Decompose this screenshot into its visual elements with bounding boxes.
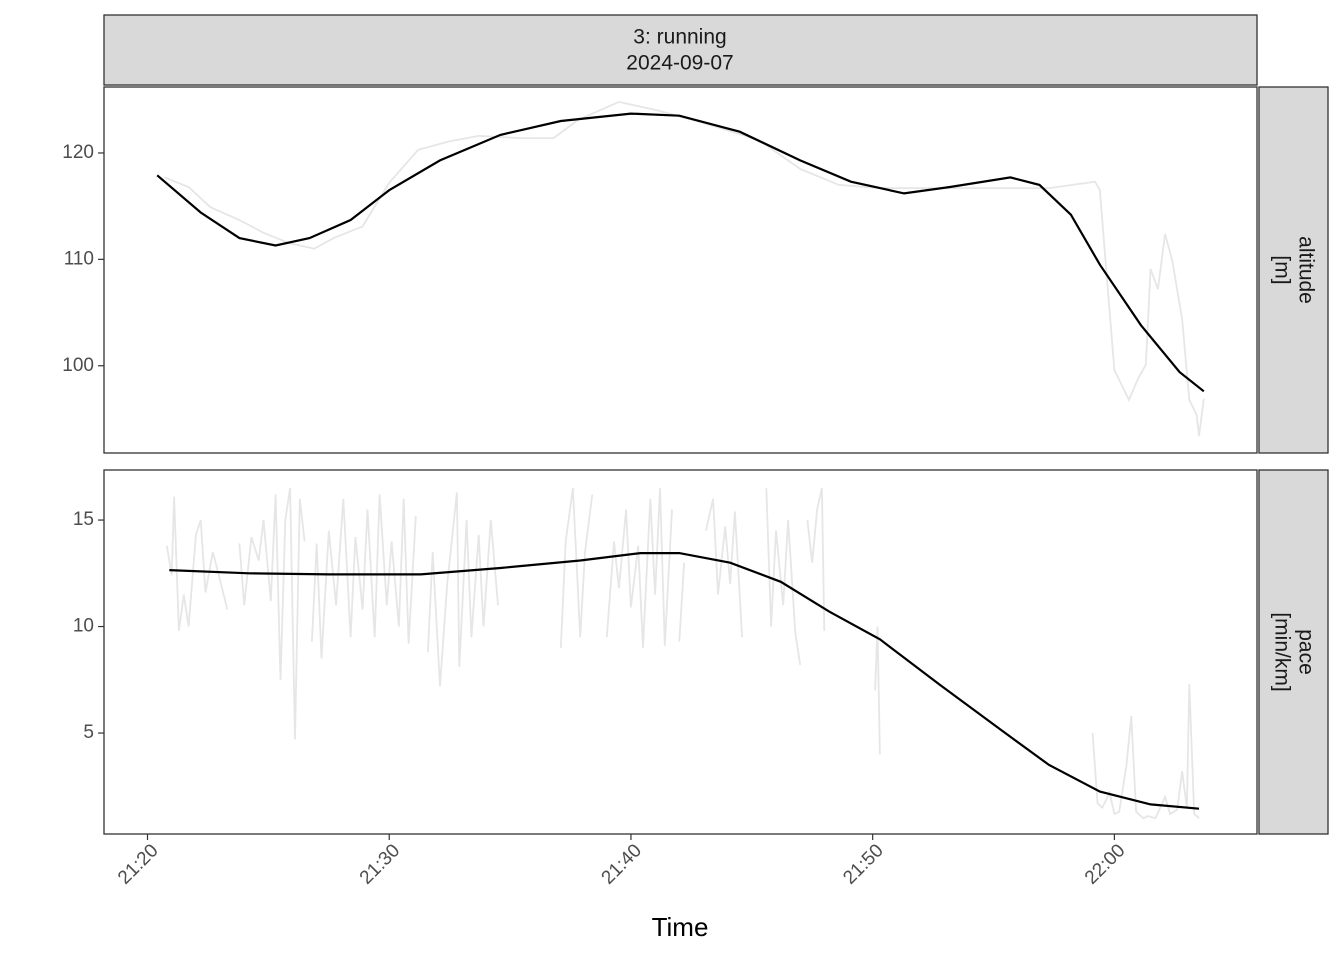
x-tick-label: 21:20 — [114, 840, 162, 888]
facet-strip — [1258, 86, 1329, 454]
panel-border — [103, 86, 1258, 454]
facet-label: altitude — [1294, 236, 1317, 304]
y-tick-label: 110 — [64, 248, 94, 269]
panel — [104, 87, 1257, 453]
facet-strip — [103, 14, 1258, 86]
facet-label: pace — [1294, 629, 1317, 675]
x-tick-label: 21:30 — [356, 840, 404, 888]
facet-title: 3: running — [633, 26, 726, 49]
x-tick-label: 21:40 — [598, 840, 646, 888]
y-tick-label: 120 — [62, 142, 94, 163]
x-tick-label: 22:00 — [1081, 840, 1129, 888]
panel-border — [103, 469, 1258, 835]
series-line — [156, 112, 1205, 393]
series-line — [169, 552, 1200, 810]
series-line — [165, 487, 1200, 820]
y-tick-label: 5 — [83, 722, 94, 743]
y-tick-label: 15 — [73, 509, 94, 530]
x-axis-label: Time — [652, 912, 709, 942]
facet-label: [m] — [1270, 255, 1293, 284]
y-tick-label: 10 — [73, 616, 94, 637]
facet-subtitle: 2024-09-07 — [626, 52, 733, 75]
series-line — [164, 100, 1205, 437]
facet-strip — [1258, 469, 1329, 835]
x-tick-label: 21:50 — [839, 840, 887, 888]
facet-label: [min/km] — [1270, 612, 1293, 691]
y-tick-label: 100 — [62, 355, 94, 376]
